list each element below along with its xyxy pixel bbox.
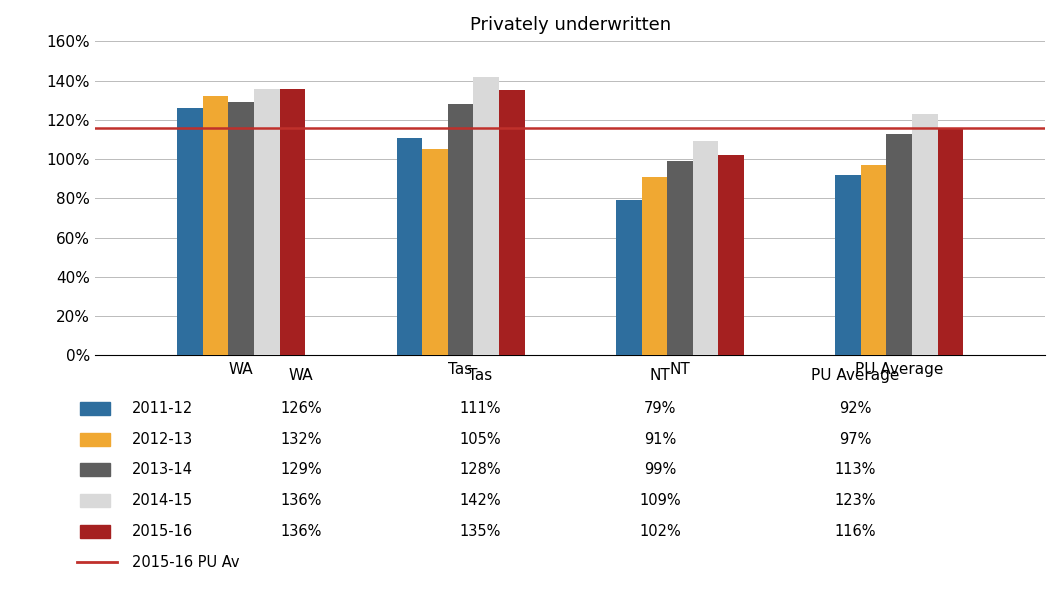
Bar: [203, 96, 228, 355]
Text: 102%: 102%: [639, 524, 681, 539]
Text: 92%: 92%: [840, 401, 871, 416]
Bar: [228, 102, 254, 355]
Bar: [448, 104, 473, 355]
Text: 129%: 129%: [280, 462, 322, 477]
Title: Privately underwritten: Privately underwritten: [470, 17, 671, 34]
Text: 128%: 128%: [459, 462, 502, 477]
Bar: [938, 128, 963, 355]
Text: PU Average: PU Average: [811, 368, 900, 384]
Bar: [886, 134, 912, 355]
Text: 2015-16 PU Av: 2015-16 PU Av: [132, 555, 240, 570]
Bar: [912, 114, 938, 355]
Text: 91%: 91%: [644, 432, 676, 446]
Bar: [667, 161, 693, 355]
Bar: [177, 108, 203, 355]
Text: 2012-13: 2012-13: [132, 432, 193, 446]
Text: 2011-12: 2011-12: [132, 401, 193, 416]
Bar: [254, 88, 280, 355]
Text: 111%: 111%: [459, 401, 502, 416]
Bar: [616, 200, 642, 355]
Text: 2013-14: 2013-14: [132, 462, 193, 477]
Text: Tas: Tas: [469, 368, 492, 384]
Text: WA: WA: [288, 368, 314, 384]
Text: 113%: 113%: [834, 462, 876, 477]
Bar: [397, 137, 422, 355]
Text: 136%: 136%: [280, 493, 322, 508]
Text: 136%: 136%: [280, 524, 322, 539]
Bar: [280, 88, 305, 355]
Bar: [835, 175, 861, 355]
Text: 99%: 99%: [644, 462, 676, 477]
Bar: [718, 155, 743, 355]
Text: 126%: 126%: [280, 401, 322, 416]
Text: 97%: 97%: [840, 432, 871, 446]
Text: 105%: 105%: [459, 432, 502, 446]
Text: 116%: 116%: [834, 524, 876, 539]
Bar: [422, 149, 448, 355]
Text: 132%: 132%: [280, 432, 322, 446]
Bar: [473, 77, 499, 355]
Text: 2015-16: 2015-16: [132, 524, 193, 539]
Bar: [642, 177, 667, 355]
Bar: [499, 91, 525, 355]
Text: 142%: 142%: [459, 493, 502, 508]
Bar: [861, 165, 886, 355]
Bar: [693, 141, 718, 355]
Text: 109%: 109%: [639, 493, 681, 508]
Text: 2014-15: 2014-15: [132, 493, 193, 508]
Text: 135%: 135%: [459, 524, 502, 539]
Text: 79%: 79%: [644, 401, 676, 416]
Text: NT: NT: [649, 368, 671, 384]
Text: 123%: 123%: [834, 493, 876, 508]
